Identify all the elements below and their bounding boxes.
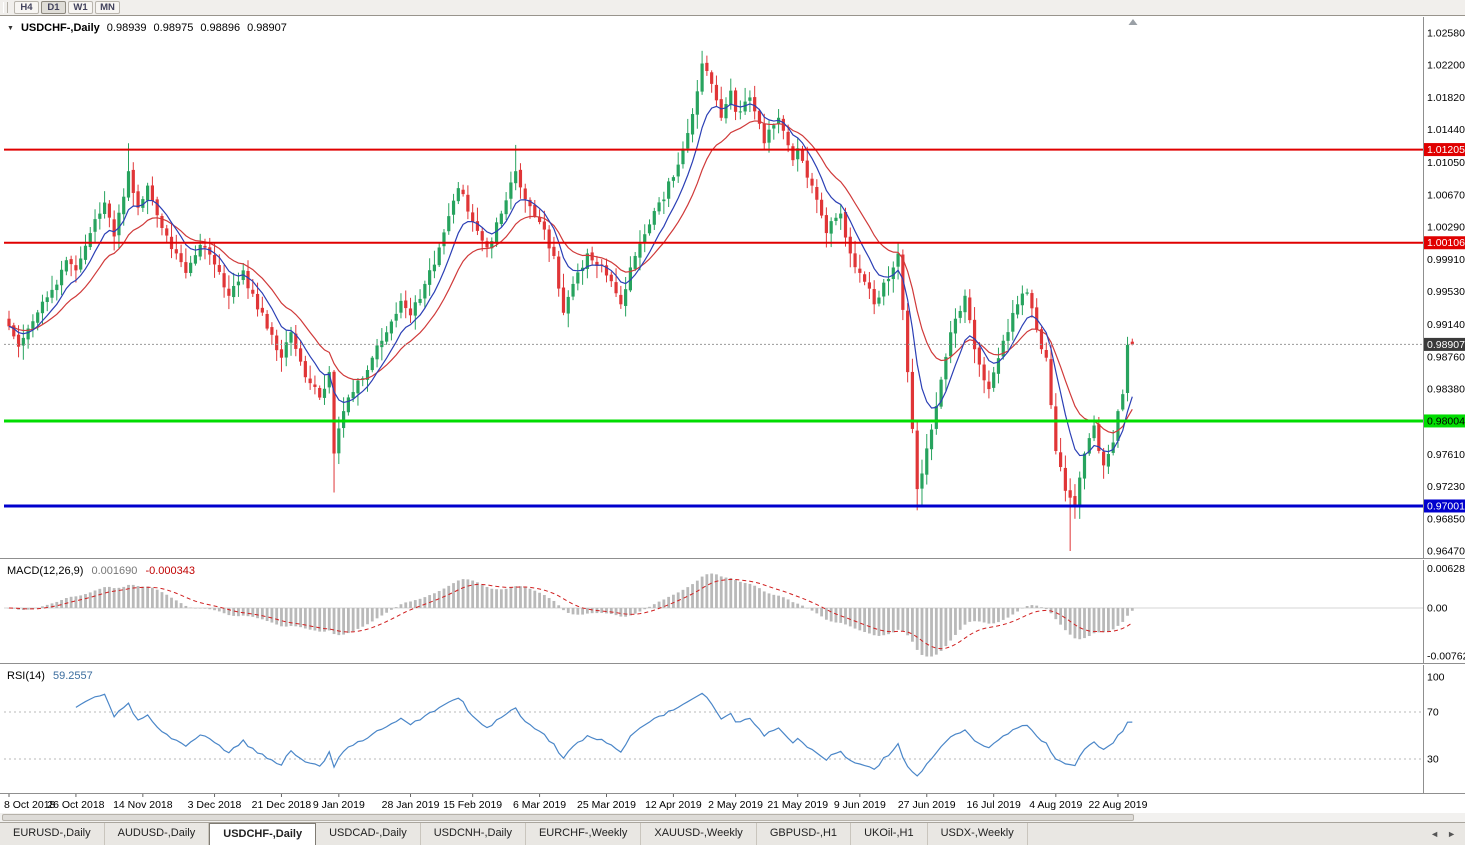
- scrollbar-thumb[interactable]: [2, 814, 1134, 821]
- macd-indicator-name: MACD(12,26,9): [7, 565, 84, 577]
- ma-slow-line: [8, 120, 1133, 434]
- svg-text:2 May 2019: 2 May 2019: [708, 799, 763, 811]
- macd-signal-value: -0.000343: [145, 565, 195, 577]
- price-pane: [4, 50, 1423, 551]
- toolbar-grip[interactable]: [3, 2, 8, 13]
- timeframe-w1-button[interactable]: W1: [68, 1, 93, 14]
- svg-text:22 Aug 2019: 22 Aug 2019: [1088, 799, 1147, 811]
- svg-text:1.01205: 1.01205: [1427, 144, 1465, 156]
- svg-text:3 Dec 2018: 3 Dec 2018: [188, 799, 242, 811]
- ma-fast-line: [8, 103, 1133, 457]
- chart-title: ▼ USDCHF-,Daily 0.98939 0.98975 0.98896 …: [7, 22, 287, 34]
- tab-xauusd-weekly[interactable]: XAUUSD-,Weekly: [641, 823, 757, 845]
- price-level-badge: [1424, 499, 1465, 513]
- svg-text:15 Feb 2019: 15 Feb 2019: [443, 799, 502, 811]
- svg-text:1.01440: 1.01440: [1427, 124, 1465, 136]
- timeframe-mn-button[interactable]: MN: [95, 1, 120, 14]
- svg-text:1.01050: 1.01050: [1427, 157, 1465, 169]
- svg-text:0.96850: 0.96850: [1427, 513, 1465, 525]
- tab-audusd-daily[interactable]: AUDUSD-,Daily: [105, 823, 210, 845]
- price-level-badge: [1424, 414, 1465, 428]
- chart-tabbar: EURUSD-,Daily AUDUSD-,Daily USDCHF-,Dail…: [0, 822, 1465, 845]
- price-level-badge: [1424, 337, 1465, 351]
- tabs-scroll-left-button[interactable]: ◄: [1430, 829, 1440, 839]
- svg-text:1.02200: 1.02200: [1427, 60, 1465, 72]
- rsi-line: [75, 692, 1133, 777]
- svg-text:-0.00762: -0.00762: [1427, 651, 1465, 663]
- price-scale[interactable]: 1.02580 1.02200 1.01820 1.01440 1.01050 1.006…: [1424, 28, 1465, 766]
- tab-eurusd-daily[interactable]: EURUSD-,Daily: [0, 823, 105, 845]
- tab-eurchf-weekly[interactable]: EURCHF-,Weekly: [526, 823, 642, 845]
- svg-text:21 May 2019: 21 May 2019: [767, 799, 828, 811]
- svg-text:12 Apr 2019: 12 Apr 2019: [645, 799, 702, 811]
- svg-text:0.98760: 0.98760: [1427, 351, 1465, 363]
- svg-text:0.98907: 0.98907: [1427, 339, 1465, 351]
- chart-canvas[interactable]: 1.02580 1.02200 1.01820 1.01440 1.01050 1.006…: [0, 16, 1465, 813]
- tabs-scroll-right-button[interactable]: ►: [1447, 829, 1456, 839]
- svg-text:21 Dec 2018: 21 Dec 2018: [252, 799, 312, 811]
- svg-text:1.00106: 1.00106: [1427, 237, 1465, 249]
- svg-text:0.96470: 0.96470: [1427, 546, 1465, 558]
- svg-text:26 Oct 2018: 26 Oct 2018: [47, 799, 104, 811]
- tab-usdcnh-daily[interactable]: USDCNH-,Daily: [421, 823, 526, 845]
- chart-area[interactable]: 1.02580 1.02200 1.01820 1.01440 1.01050 1.006…: [0, 16, 1465, 813]
- svg-text:9 Jan 2019: 9 Jan 2019: [313, 799, 365, 811]
- svg-text:1.00290: 1.00290: [1427, 222, 1465, 234]
- rsi-value: 59.2557: [52, 670, 93, 682]
- tab-scroll-arrows: ◄ ►: [1430, 823, 1465, 845]
- timeframe-h4-button[interactable]: H4: [14, 1, 39, 14]
- rsi-indicator-name: RSI(14): [7, 670, 45, 682]
- svg-text:0.98004: 0.98004: [1427, 415, 1465, 427]
- svg-text:70: 70: [1427, 707, 1439, 719]
- svg-text:0.97230: 0.97230: [1427, 481, 1465, 493]
- svg-text:8 Oct 2018: 8 Oct 2018: [4, 799, 56, 811]
- svg-text:0.97610: 0.97610: [1427, 449, 1465, 461]
- svg-text:0.99140: 0.99140: [1427, 319, 1465, 331]
- svg-text:4 Aug 2019: 4 Aug 2019: [1029, 799, 1082, 811]
- tab-gbpusd-h1[interactable]: GBPUSD-,H1: [757, 823, 852, 845]
- svg-text:0.99910: 0.99910: [1427, 254, 1465, 266]
- tab-usdchf-daily[interactable]: USDCHF-,Daily: [209, 823, 317, 845]
- svg-text:16 Jul 2019: 16 Jul 2019: [967, 799, 1021, 811]
- svg-text:27 Jun 2019: 27 Jun 2019: [898, 799, 956, 811]
- chart-low-value: 0.98896: [200, 22, 241, 34]
- svg-text:1.01820: 1.01820: [1427, 92, 1465, 104]
- svg-text:6 Mar 2019: 6 Mar 2019: [513, 799, 566, 811]
- rsi-label: RSI(14) 59.2557: [7, 670, 93, 682]
- svg-text:1.00670: 1.00670: [1427, 189, 1465, 201]
- svg-text:14 Nov 2018: 14 Nov 2018: [113, 799, 173, 811]
- chart-close-value: 0.98907: [247, 22, 287, 34]
- tab-ukoil-h1[interactable]: UKOil-,H1: [851, 823, 928, 845]
- macd-signal-line: [8, 578, 1133, 650]
- chart-open-value: 0.98939: [106, 22, 147, 34]
- symbol-dropdown-icon[interactable]: ▼: [7, 24, 14, 32]
- svg-text:0.97001: 0.97001: [1427, 500, 1465, 512]
- tab-usdx-weekly[interactable]: USDX-,Weekly: [928, 823, 1028, 845]
- timeframe-toolbar: H4 D1 W1 MN: [0, 0, 1465, 16]
- macd-pane: [4, 573, 1423, 657]
- macd-main-value: 0.001690: [91, 565, 138, 577]
- rsi-pane: [4, 692, 1423, 777]
- svg-text:28 Jan 2019: 28 Jan 2019: [382, 799, 440, 811]
- chart-shift-marker[interactable]: [1128, 19, 1138, 25]
- svg-text:9 Jun 2019: 9 Jun 2019: [834, 799, 886, 811]
- svg-text:25 Mar 2019: 25 Mar 2019: [577, 799, 636, 811]
- timeframe-d1-button[interactable]: D1: [41, 1, 66, 14]
- svg-text:30: 30: [1427, 754, 1439, 766]
- chart-high-value: 0.98975: [153, 22, 194, 34]
- tab-usdcad-daily[interactable]: USDCAD-,Daily: [316, 823, 421, 845]
- svg-text:0.006286: 0.006286: [1427, 563, 1465, 575]
- svg-text:0.00: 0.00: [1427, 603, 1448, 615]
- svg-text:0.98380: 0.98380: [1427, 384, 1465, 396]
- chart-symbol-label: USDCHF-,Daily: [20, 22, 100, 34]
- price-level-badge: [1424, 143, 1465, 157]
- svg-text:1.02580: 1.02580: [1427, 28, 1465, 40]
- chart-horizontal-scrollbar[interactable]: [0, 813, 1465, 822]
- svg-text:0.99530: 0.99530: [1427, 286, 1465, 298]
- macd-label: MACD(12,26,9) 0.001690 -0.000343: [7, 565, 195, 577]
- price-level-badge: [1424, 236, 1465, 250]
- svg-text:100: 100: [1427, 671, 1445, 683]
